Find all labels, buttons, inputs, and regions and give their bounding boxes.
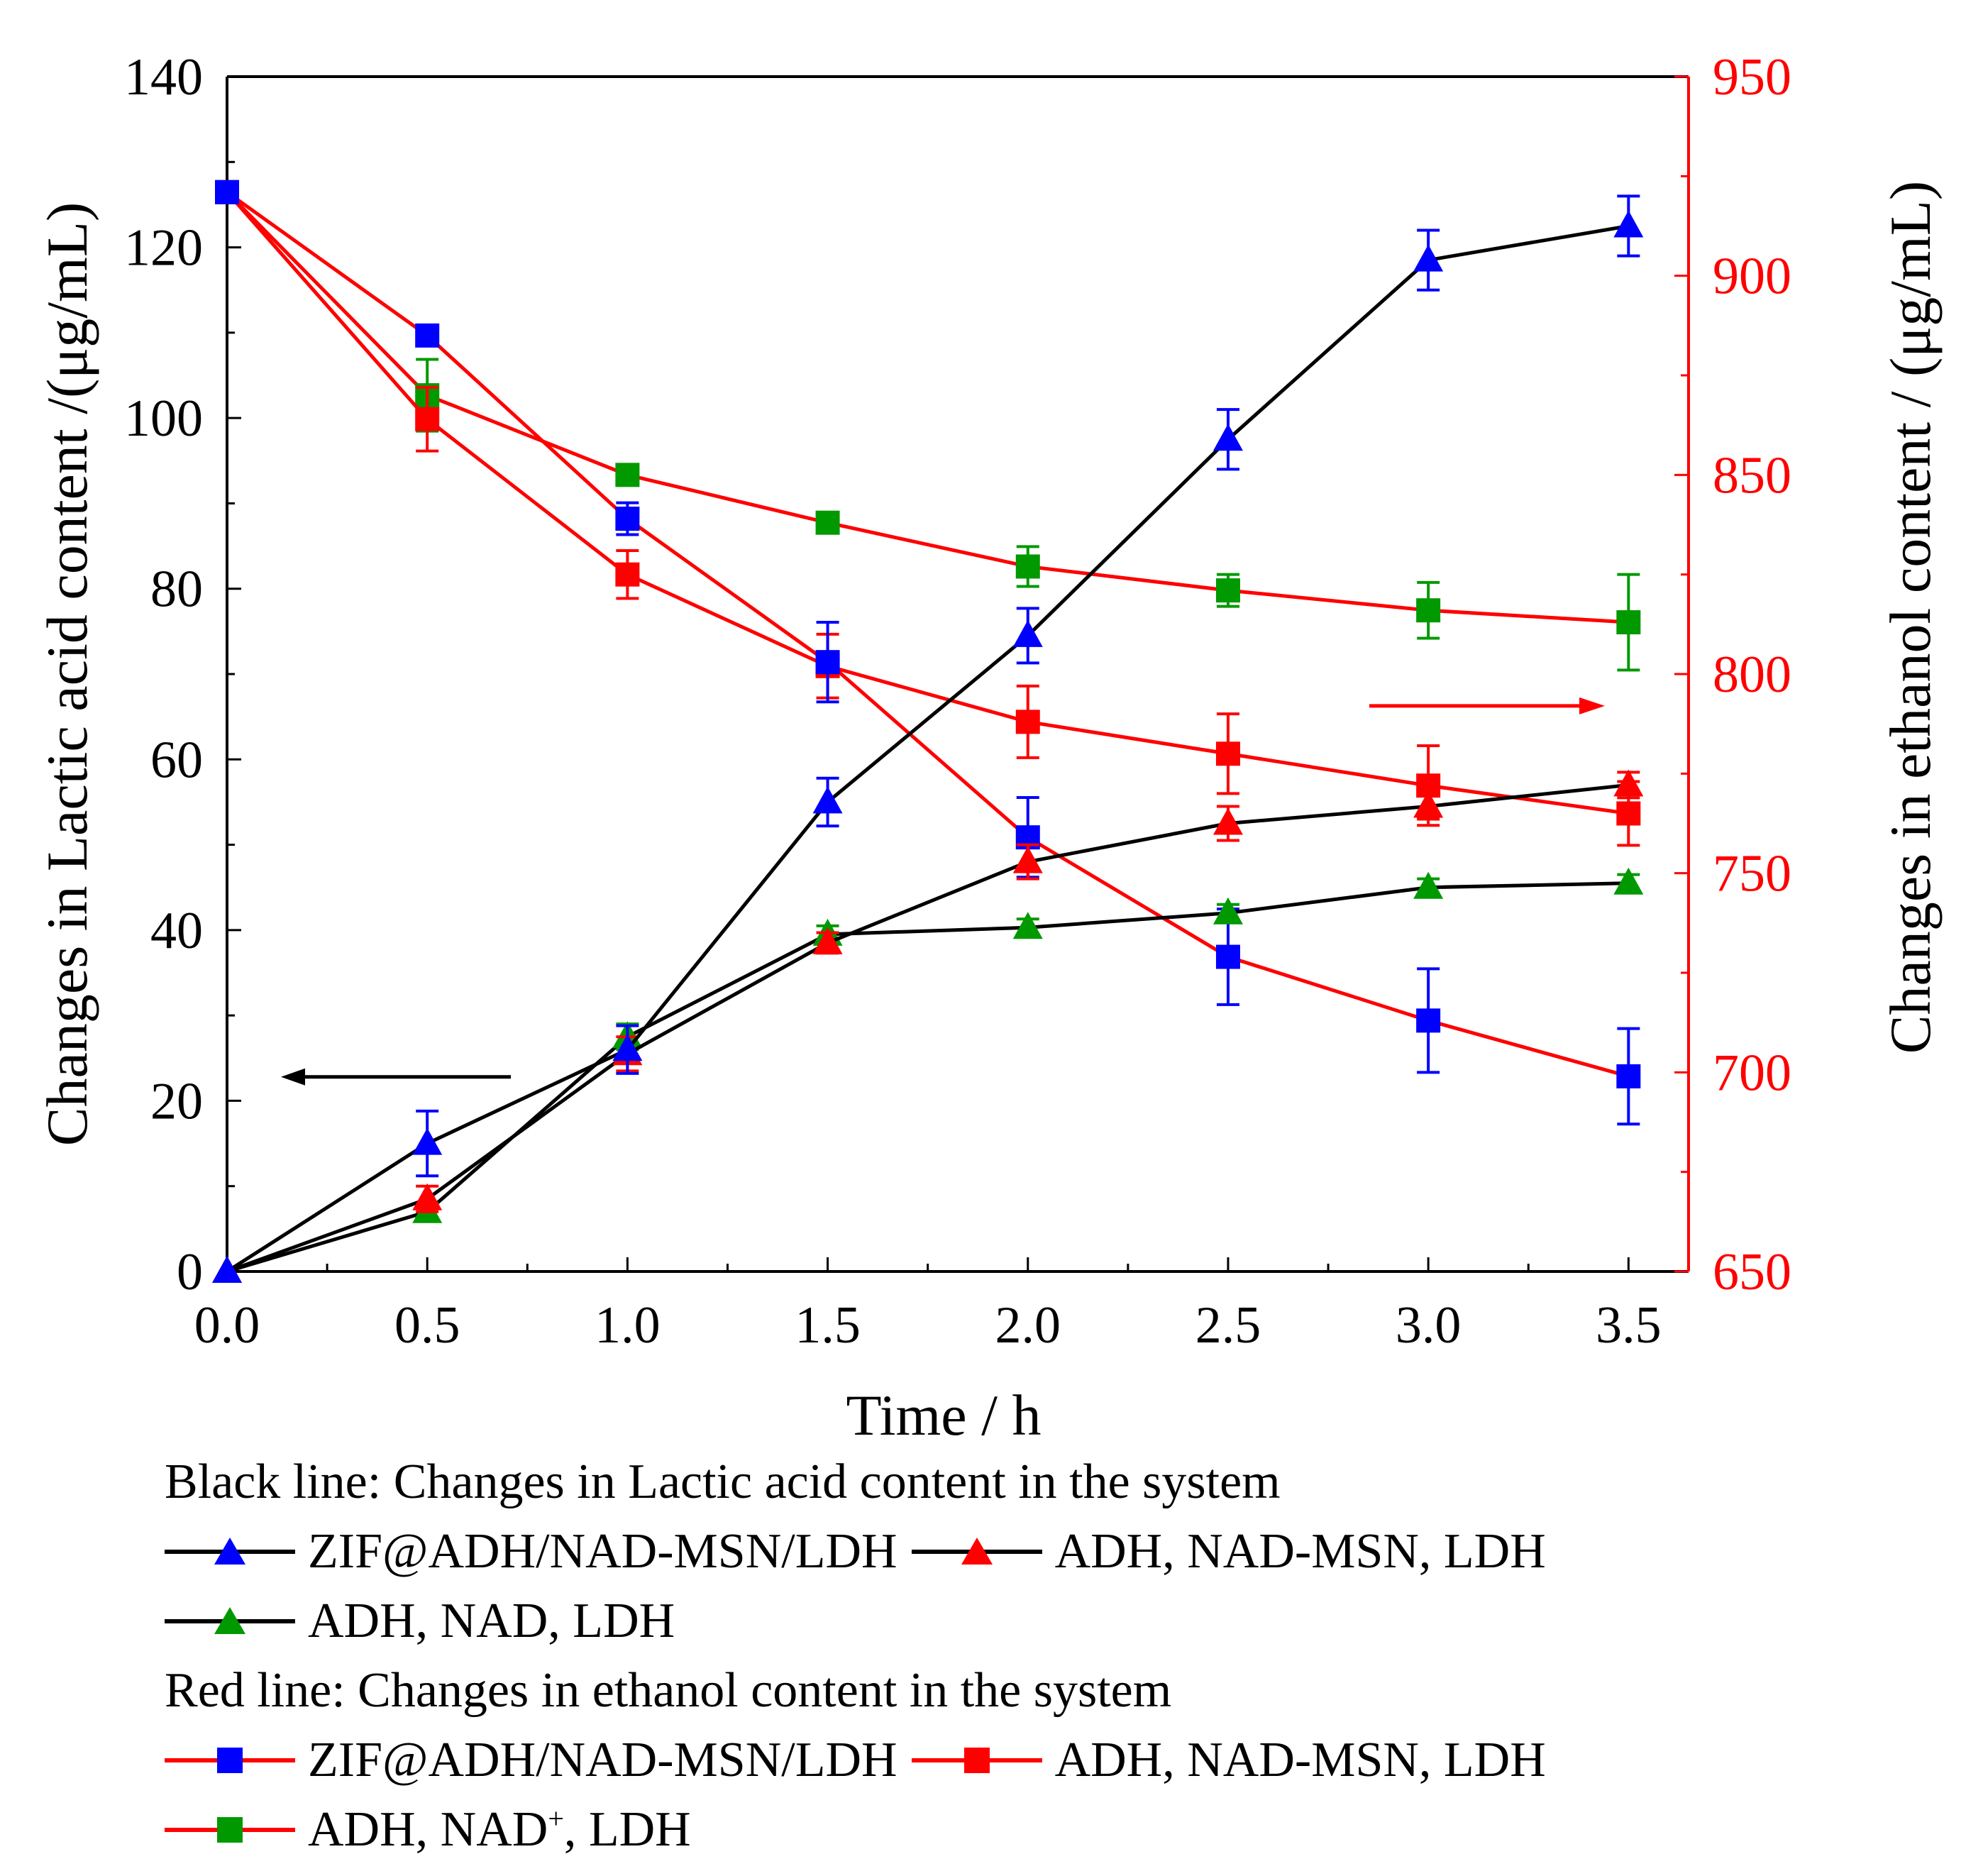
data-point-triangle: [812, 927, 843, 954]
y-left-tick-label: 0: [177, 1243, 203, 1301]
legend-title-black: Black line: Changes in Lactic acid conte…: [165, 1455, 1281, 1509]
legend-item-black-blue: ZIF@ADH/NAD-MSN/LDH: [165, 1523, 897, 1580]
data-point-square: [1015, 554, 1040, 579]
data-point-triangle: [1613, 210, 1644, 238]
legend-label: ADH, NAD-MSN, LDH: [1054, 1733, 1546, 1787]
legend-swatch-black-green-triangle: [165, 1607, 295, 1634]
series-line: [226, 191, 1629, 815]
legend-label: ZIF@ADH/NAD-MSN/LDH: [308, 1524, 897, 1579]
data-point-triangle: [412, 1183, 443, 1210]
y-right-tick-label: 850: [1713, 446, 1791, 504]
x-tick-label: 1.5: [795, 1296, 861, 1354]
data-point-triangle: [1613, 769, 1644, 797]
data-point-square: [215, 180, 239, 204]
legend-item-black-green: ADH, NAD, LDH: [165, 1593, 675, 1650]
y-right-tick-label: 650: [1713, 1243, 1791, 1301]
y-left-tick-label: 40: [150, 902, 203, 960]
legend-swatch-black-blue-triangle: [165, 1538, 295, 1565]
data-point-square: [1215, 741, 1240, 766]
data-point-square: [415, 323, 440, 348]
data-point-square: [1416, 598, 1441, 623]
y-right-tick-label: 950: [1713, 48, 1791, 106]
data-point-square: [1616, 1064, 1641, 1088]
y-left-tick-label: 100: [124, 390, 203, 448]
legend-item-black-red: ADH, NAD-MSN, LDH: [911, 1523, 1546, 1580]
data-point-square: [1616, 610, 1641, 635]
series-line: [226, 881, 1629, 1274]
data-point-square: [815, 650, 840, 675]
data-point-triangle: [612, 1034, 643, 1061]
data-point-triangle: [412, 1127, 443, 1155]
series-line: [226, 224, 1629, 1274]
data-point-square: [1616, 801, 1641, 826]
data-point-triangle: [1012, 619, 1043, 647]
legend-row: ZIF@ADH/NAD-MSN/LDH ADH, NAD-MSN, LDH: [165, 1517, 1938, 1587]
legend-swatch-red-red-square: [911, 1748, 1042, 1773]
legend-item-red-green: ADH, NAD+, LDH: [165, 1801, 691, 1858]
right-axis-arrowhead: [1579, 697, 1605, 714]
series-line: [226, 191, 1629, 624]
data-point-square: [615, 562, 640, 587]
x-tick-label: 0.5: [394, 1296, 460, 1354]
x-tick-label: 2.5: [1195, 1296, 1261, 1354]
data-point-triangle: [1613, 867, 1644, 895]
legend-row: ZIF@ADH/NAD-MSN/LDH ADH, NAD-MSN, LDH: [165, 1726, 1938, 1795]
legend-title-red: Red line: Changes in ethanol content in …: [165, 1663, 1172, 1718]
y-right-tick-label: 750: [1713, 845, 1791, 903]
y-left-tick-label: 120: [124, 219, 203, 277]
y-right-tick-label: 700: [1713, 1044, 1791, 1102]
x-tick-label: 1.0: [595, 1296, 661, 1354]
data-point-triangle: [1413, 871, 1444, 899]
data-point-square: [615, 507, 640, 531]
legend-label: ADH, NAD, LDH: [308, 1594, 675, 1648]
x-tick-label: 2.0: [995, 1296, 1061, 1354]
legend-swatch-red-green-square: [165, 1817, 295, 1843]
left-axis-arrowhead: [281, 1068, 305, 1086]
x-tick-label: 3.0: [1396, 1296, 1462, 1354]
y-right-tick-label: 800: [1713, 646, 1791, 704]
y-axis-right-title: Changes in ethanol content / (μg/mL): [1878, 181, 1943, 1054]
data-point-triangle: [1212, 807, 1243, 835]
legend-row: ADH, NAD, LDH: [165, 1587, 1938, 1656]
data-point-triangle: [1413, 790, 1444, 818]
y-right-tick-label: 900: [1713, 248, 1791, 306]
y-left-tick-label: 60: [150, 731, 203, 789]
y-left-tick-label: 20: [150, 1072, 203, 1130]
data-point-square: [1215, 944, 1240, 969]
data-point-triangle: [1413, 244, 1444, 272]
chart: 0.0 0.5 1.0 1.5 2.0 2.5 3.0 3.5 0 20 40 60 80 100 120 1…: [35, 48, 1943, 1447]
data-point-square: [1416, 1008, 1441, 1033]
x-axis-title: Time / h: [846, 1383, 1042, 1447]
legend-swatch-black-red-triangle: [911, 1538, 1042, 1565]
x-tick-label: 3.5: [1596, 1296, 1662, 1354]
legend-item-red-blue: ZIF@ADH/NAD-MSN/LDH: [165, 1732, 897, 1789]
data-point-triangle: [212, 1256, 242, 1283]
data-point-square: [1015, 710, 1040, 734]
data-point-triangle: [1012, 912, 1043, 939]
series-line: [226, 190, 1630, 1078]
data-point-square: [615, 463, 640, 487]
legend: Black line: Changes in Lactic acid conte…: [165, 1447, 1938, 1865]
data-point-square: [815, 510, 840, 535]
data-point-square: [415, 407, 440, 431]
data-point-triangle: [1212, 897, 1243, 925]
data-point-triangle: [1212, 424, 1243, 451]
legend-label: ZIF@ADH/NAD-MSN/LDH: [308, 1733, 897, 1787]
y-left-tick-label: 80: [150, 561, 203, 619]
data-point-triangle: [1012, 846, 1043, 873]
legend-swatch-red-blue-square: [165, 1748, 295, 1773]
data-point-square: [1215, 578, 1240, 603]
legend-item-red-red: ADH, NAD-MSN, LDH: [911, 1732, 1546, 1789]
legend-label: ADH, NAD-MSN, LDH: [1054, 1524, 1546, 1579]
y-left-tick-label: 140: [124, 48, 203, 106]
legend-row: ADH, NAD+, LDH: [165, 1795, 1938, 1865]
x-tick-label: 0.0: [194, 1296, 260, 1354]
legend-label: ADH, NAD+, LDH: [308, 1802, 691, 1857]
data-point-triangle: [812, 786, 843, 814]
y-axis-left-title: Changes in Lactic acid content /(μg/mL): [35, 202, 99, 1146]
series-line: [226, 783, 1629, 1274]
